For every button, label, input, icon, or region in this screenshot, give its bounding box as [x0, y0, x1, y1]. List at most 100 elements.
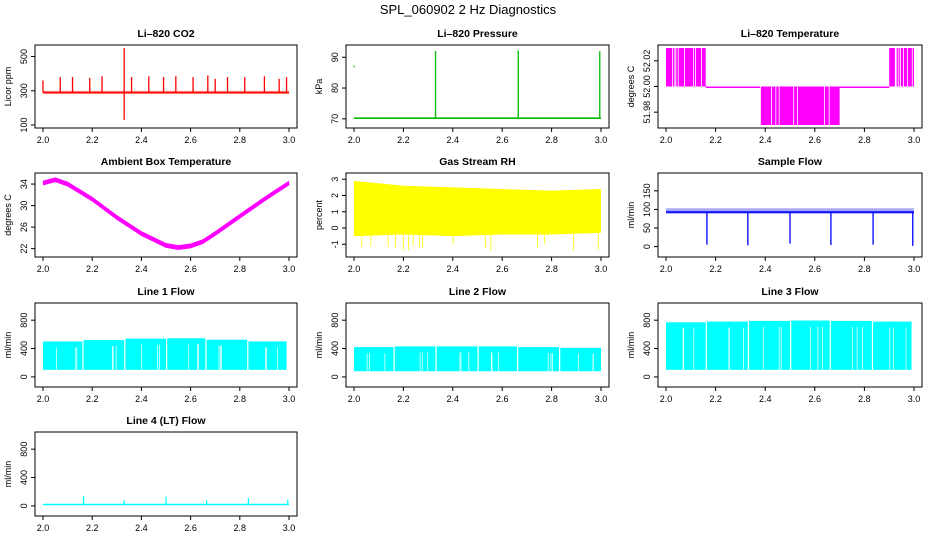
- x-tick-label: 3.0: [595, 394, 608, 404]
- y-axis: 0 400 800: [642, 313, 659, 379]
- series-rh: [354, 180, 601, 251]
- panel-rh: Gas Stream RH percent 2.0 2.2 2.4 2.6 2.8 3.0 -1…: [314, 156, 610, 274]
- x-tick-label: 2.8: [234, 523, 247, 533]
- y-tick-label: 0: [330, 225, 340, 230]
- x-tick-label: 2.0: [348, 135, 361, 145]
- y-tick-label: 0: [642, 244, 652, 249]
- y-tick-label: 800: [19, 442, 29, 457]
- y-tick-label: 90: [330, 52, 340, 62]
- y-axis: 0 400 800: [330, 313, 347, 379]
- panel-title: Li–820 CO2: [137, 28, 194, 40]
- x-tick-label: 3.0: [908, 394, 921, 404]
- y-tick-label: 100: [19, 117, 29, 132]
- x-tick-label: 2.4: [135, 394, 148, 404]
- panel-title: Line 4 (LT) Flow: [126, 415, 206, 427]
- x-tick-label: 3.0: [283, 135, 296, 145]
- data-point: [353, 65, 355, 68]
- x-tick-label: 2.2: [86, 523, 99, 533]
- x-tick-label: 2.2: [709, 135, 722, 145]
- y-tick-label: 30: [19, 201, 29, 211]
- x-tick-label: 2.0: [660, 135, 673, 145]
- y-axis: 22 26 30 34: [19, 179, 36, 254]
- x-tick-label: 2.8: [858, 135, 871, 145]
- y-axis-label: ml/min: [314, 332, 324, 359]
- x-tick-label: 2.4: [759, 135, 772, 145]
- y-tick-label: 500: [19, 49, 29, 64]
- data-block: [436, 346, 478, 372]
- x-tick-label: 2.2: [397, 264, 410, 274]
- x-axis: 2.0 2.2 2.4 2.6 2.8 3.0: [348, 256, 607, 274]
- panel-title: Gas Stream RH: [439, 156, 515, 168]
- y-tick-label: 52.02: [642, 50, 652, 73]
- series-co2: [42, 48, 289, 120]
- x-tick-label: 2.0: [348, 264, 361, 274]
- x-tick-label: 2.2: [86, 135, 99, 145]
- x-tick-label: 2.0: [37, 523, 50, 533]
- y-tick-label: 0: [19, 503, 29, 508]
- y-axis-label: ml/min: [3, 332, 13, 359]
- y-axis-label: kPa: [314, 79, 324, 95]
- x-tick-label: 2.6: [184, 523, 197, 533]
- panel-line2: Line 2 Flow ml/min 2.0 2.2 2.4 2.6 2.8 3.0 0 400 8…: [314, 286, 610, 404]
- x-tick-label: 2.6: [809, 394, 822, 404]
- x-tick-label: 2.0: [37, 135, 50, 145]
- panel-title: Li–820 Temperature: [741, 28, 840, 40]
- y-axis: 51.98 52.00 52.02: [642, 50, 659, 124]
- x-axis: 2.0 2.2 2.4 2.6 2.8 3.0: [660, 256, 921, 274]
- panel-pressure: Li–820 Pressure kPa 2.0 2.2 2.4 2.6 2.8 3.0 70 80…: [314, 28, 610, 145]
- x-tick-label: 2.2: [709, 264, 722, 274]
- data-block: [394, 346, 436, 372]
- x-tick-label: 2.6: [809, 264, 822, 274]
- series-line4: [43, 495, 289, 506]
- series-ambient: [42, 177, 290, 250]
- y-tick-label: 800: [19, 313, 29, 328]
- x-tick-label: 2.8: [234, 394, 247, 404]
- x-tick-label: 2.4: [759, 264, 772, 274]
- y-tick-label: 400: [19, 470, 29, 485]
- x-tick-label: 2.2: [86, 264, 99, 274]
- data-block: [518, 347, 560, 372]
- page-title: SPL_060902 2 Hz Diagnostics: [379, 2, 557, 17]
- plot-frame: [345, 44, 610, 129]
- y-tick-label: 100: [642, 202, 652, 217]
- x-tick-label: 3.0: [908, 135, 921, 145]
- plot-frame: [34, 44, 298, 129]
- x-tick-label: 3.0: [908, 264, 921, 274]
- data-band: [43, 177, 289, 250]
- x-axis: 2.0 2.2 2.4 2.6 2.8 3.0: [37, 515, 295, 533]
- y-tick-label: 800: [642, 313, 652, 328]
- x-tick-label: 2.8: [858, 394, 871, 404]
- data-block: [666, 322, 706, 370]
- x-axis: 2.0 2.2 2.4 2.6 2.8 3.0: [660, 127, 921, 145]
- y-tick-label: 50: [642, 223, 652, 233]
- data-segment: [666, 48, 706, 87]
- panel-co2: Li–820 CO2 Licor ppm 2.0 2.2 2.4 2.6 2.8 3.0 100…: [3, 28, 298, 145]
- x-tick-label: 2.6: [184, 264, 197, 274]
- series-line2: [354, 346, 601, 372]
- y-tick-label: 2: [330, 193, 340, 198]
- x-tick-label: 2.8: [545, 394, 558, 404]
- data-block: [125, 338, 166, 370]
- y-tick-label: 1: [330, 209, 340, 214]
- x-axis: 2.0 2.2 2.4 2.6 2.8 3.0: [37, 127, 296, 145]
- series-temperature: [666, 48, 914, 125]
- data-segment: [889, 48, 914, 87]
- x-axis: 2.0 2.2 2.4 2.6 2.8 3.0: [37, 256, 295, 274]
- panel-sample: Sample Flow ml/min 2.0 2.2 2.4 2.6 2.8 3.0 0 50 10…: [626, 156, 923, 274]
- y-tick-label: 51.98: [642, 101, 652, 124]
- x-tick-label: 2.6: [496, 264, 509, 274]
- x-tick-label: 2.6: [496, 394, 509, 404]
- y-tick-label: 400: [19, 341, 29, 356]
- panel-title: Line 1 Flow: [137, 286, 195, 298]
- y-tick-label: -1: [330, 240, 340, 248]
- x-tick-label: 3.0: [283, 394, 296, 404]
- panel-line3: Line 3 Flow ml/min 2.0 2.2 2.4 2.6 2.8 3.0 0 400 8…: [626, 286, 923, 404]
- y-axis: 70 80 90: [330, 52, 347, 124]
- y-axis: 0 50 100 150: [642, 183, 659, 249]
- x-tick-label: 2.0: [37, 394, 50, 404]
- x-tick-label: 2.8: [545, 264, 558, 274]
- y-tick-label: 300: [19, 83, 29, 98]
- y-tick-label: 70: [330, 114, 340, 124]
